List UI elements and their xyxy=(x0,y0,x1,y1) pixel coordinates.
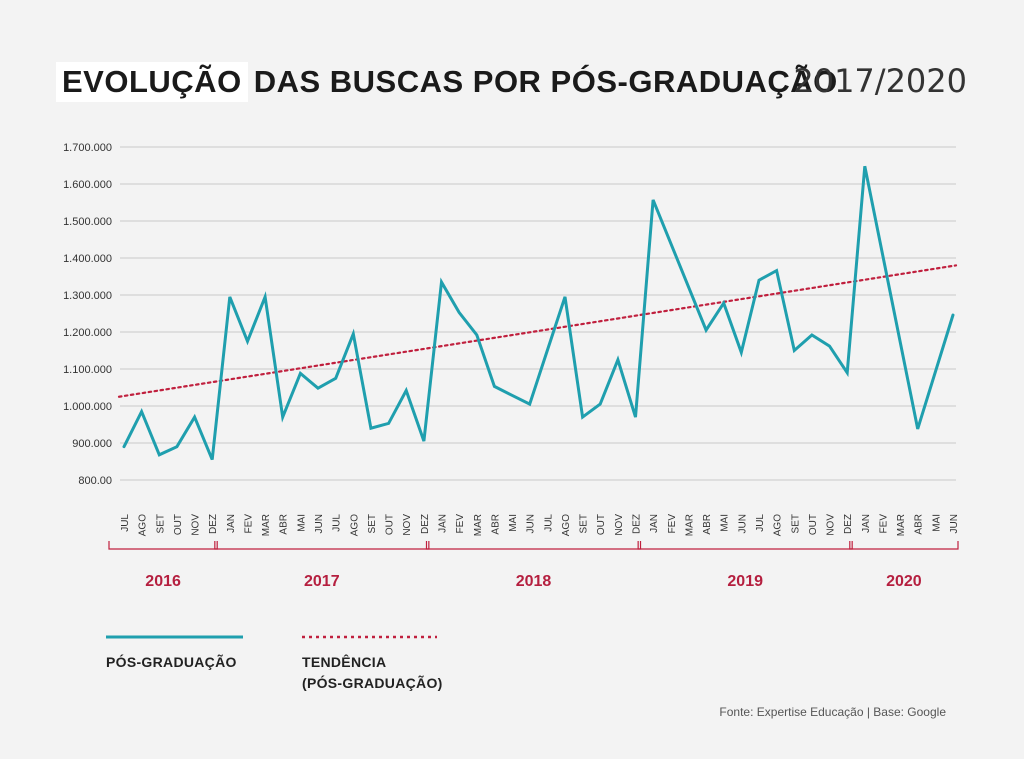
x-tick-label: JUN xyxy=(314,514,325,533)
x-axis-ticks: JUL AGO SET OUT NOV DEZ JAN FEV MAR ABR MAI JUN JUL A… xyxy=(120,514,960,537)
year-bracket xyxy=(637,541,853,550)
legend-trend-label-line2: (PÓS-GRADUAÇÃO) xyxy=(302,675,443,691)
y-tick-label: 1.100.000 xyxy=(63,364,112,376)
x-tick-label: OUT xyxy=(808,514,819,535)
y-tick-label: 1.500.000 xyxy=(63,216,112,228)
x-tick-label: FEV xyxy=(455,514,466,534)
year-label: 2018 xyxy=(516,573,552,590)
x-tick-label: OUT xyxy=(173,514,184,535)
x-tick-label: SET xyxy=(579,514,590,533)
x-tick-label: ABR xyxy=(702,514,713,535)
x-tick-label: MAR xyxy=(896,514,907,536)
x-tick-label: MAR xyxy=(684,514,695,536)
x-tick-label: DEZ xyxy=(632,514,643,534)
y-tick-label: 1.700.000 xyxy=(63,142,112,154)
series-layer xyxy=(122,165,955,461)
x-tick-label: DEZ xyxy=(420,514,431,534)
x-tick-label: AGO xyxy=(773,514,784,536)
x-tick-label: JUL xyxy=(755,514,766,532)
x-tick-label: ABR xyxy=(914,514,925,535)
x-tick-label: ABR xyxy=(279,514,290,535)
title-highlight: EVOLUÇÃO xyxy=(56,62,248,102)
x-tick-label: FEV xyxy=(667,514,678,534)
x-tick-label: NOV xyxy=(826,514,837,536)
x-tick-label: JUL xyxy=(332,514,343,532)
x-tick-label: JAN xyxy=(438,514,449,533)
source-note: Fonte: Expertise Educação | Base: Google xyxy=(719,705,946,719)
x-tick-label: JUN xyxy=(949,514,960,533)
legend-series-label: PÓS-GRADUAÇÃO xyxy=(106,654,237,670)
y-tick-label: 1.200.000 xyxy=(63,327,112,339)
x-tick-label: JAN xyxy=(226,514,237,533)
year-bracket xyxy=(849,541,959,550)
x-tick-label: MAR xyxy=(261,514,272,536)
x-tick-label: JUN xyxy=(526,514,537,533)
y-tick-label: 1.300.000 xyxy=(63,290,112,302)
x-tick-label: NOV xyxy=(191,514,202,536)
x-tick-label: MAI xyxy=(296,514,307,532)
x-tick-label: MAR xyxy=(473,514,484,536)
x-tick-label: DEZ xyxy=(843,514,854,534)
x-tick-label: DEZ xyxy=(208,514,219,534)
series-line-pos-graduacao xyxy=(122,165,955,461)
year-groups: 2016 2017 2018 2019 2020 xyxy=(108,541,959,590)
x-tick-label: JAN xyxy=(861,514,872,533)
y-tick-label: 1.400.000 xyxy=(63,253,112,265)
x-tick-label: FEV xyxy=(244,514,255,534)
x-tick-label: AGO xyxy=(349,514,360,536)
year-bracket xyxy=(425,541,642,550)
x-tick-label: AGO xyxy=(561,514,572,536)
x-tick-label: NOV xyxy=(402,514,413,536)
x-tick-label: OUT xyxy=(596,514,607,535)
year-label: 2019 xyxy=(727,573,763,590)
x-tick-label: SET xyxy=(367,514,378,533)
year-bracket xyxy=(214,541,430,550)
y-axis-ticks: 800.00 900.000 1.000.000 1.100.000 1.200.000… xyxy=(63,142,112,487)
chart-subtitle: 2017/2020 xyxy=(793,62,967,100)
x-tick-label: MAI xyxy=(931,514,942,532)
year-label: 2017 xyxy=(304,573,340,590)
x-tick-label: JUL xyxy=(120,514,131,532)
y-tick-label: 1.000.000 xyxy=(63,401,112,413)
x-tick-label: NOV xyxy=(614,514,625,536)
y-tick-label: 1.600.000 xyxy=(63,179,112,191)
trend-line xyxy=(117,264,958,398)
x-tick-label: OUT xyxy=(385,514,396,535)
y-tick-label: 900.000 xyxy=(72,438,112,450)
y-tick-label: 800.00 xyxy=(78,475,112,487)
x-tick-label: FEV xyxy=(878,514,889,534)
x-tick-label: SET xyxy=(155,514,166,533)
year-label: 2016 xyxy=(145,573,181,590)
trend-line-layer xyxy=(117,264,958,398)
legend-trend-label-line1: TENDÊNCIA xyxy=(302,654,387,670)
title-rest: DAS BUSCAS POR PÓS-GRADUAÇÃO xyxy=(253,64,838,99)
x-tick-label: SET xyxy=(790,514,801,533)
x-tick-label: MAI xyxy=(508,514,519,532)
chart-title: EVOLUÇÃO DAS BUSCAS POR PÓS-GRADUAÇÃO xyxy=(56,60,838,104)
x-tick-label: JUL xyxy=(543,514,554,532)
x-tick-label: JUN xyxy=(737,514,748,533)
year-bracket xyxy=(108,541,218,550)
x-tick-label: ABR xyxy=(490,514,501,535)
grid-lines xyxy=(120,146,956,481)
x-tick-label: AGO xyxy=(138,514,149,536)
x-tick-label: JAN xyxy=(649,514,660,533)
year-label: 2020 xyxy=(886,573,922,590)
x-tick-label: MAI xyxy=(720,514,731,532)
